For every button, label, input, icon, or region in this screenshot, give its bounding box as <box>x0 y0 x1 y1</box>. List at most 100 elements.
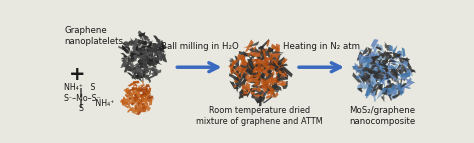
Polygon shape <box>401 67 407 74</box>
Polygon shape <box>145 94 150 102</box>
Polygon shape <box>245 46 249 53</box>
Polygon shape <box>251 75 256 80</box>
Polygon shape <box>230 61 233 72</box>
Polygon shape <box>243 45 252 48</box>
Polygon shape <box>398 91 403 97</box>
Polygon shape <box>252 72 256 81</box>
Polygon shape <box>140 94 145 101</box>
Polygon shape <box>240 67 246 75</box>
Polygon shape <box>369 78 375 89</box>
Polygon shape <box>251 81 261 88</box>
Polygon shape <box>120 53 128 57</box>
Polygon shape <box>238 55 247 66</box>
Polygon shape <box>144 90 147 96</box>
Polygon shape <box>131 99 136 105</box>
Polygon shape <box>373 71 386 78</box>
Polygon shape <box>143 47 146 51</box>
Polygon shape <box>362 67 372 77</box>
Polygon shape <box>263 67 272 71</box>
Polygon shape <box>235 56 238 60</box>
Polygon shape <box>136 88 138 95</box>
Polygon shape <box>262 57 275 61</box>
Polygon shape <box>122 101 129 105</box>
Polygon shape <box>257 63 262 74</box>
Polygon shape <box>152 58 160 64</box>
Polygon shape <box>242 68 246 79</box>
Text: +: + <box>69 65 86 84</box>
Polygon shape <box>145 68 146 74</box>
Polygon shape <box>395 85 400 89</box>
Polygon shape <box>131 87 135 91</box>
Polygon shape <box>262 49 266 58</box>
Polygon shape <box>128 97 131 100</box>
Polygon shape <box>358 74 365 85</box>
Polygon shape <box>137 52 142 58</box>
Polygon shape <box>143 86 147 90</box>
Polygon shape <box>128 108 133 113</box>
Polygon shape <box>135 48 142 57</box>
Polygon shape <box>371 73 377 80</box>
Polygon shape <box>395 63 398 68</box>
Polygon shape <box>255 64 260 67</box>
Polygon shape <box>248 57 253 64</box>
Polygon shape <box>236 72 241 82</box>
Polygon shape <box>365 86 372 95</box>
Polygon shape <box>383 60 386 65</box>
Polygon shape <box>149 54 154 56</box>
Polygon shape <box>129 58 136 62</box>
Polygon shape <box>271 53 280 58</box>
Polygon shape <box>137 108 140 111</box>
Polygon shape <box>134 75 143 82</box>
Polygon shape <box>378 67 381 75</box>
Polygon shape <box>392 86 403 91</box>
Polygon shape <box>141 66 147 71</box>
Polygon shape <box>230 70 234 75</box>
Polygon shape <box>270 56 279 59</box>
Polygon shape <box>258 90 264 95</box>
Polygon shape <box>363 58 370 69</box>
Polygon shape <box>359 61 363 67</box>
Polygon shape <box>243 76 246 86</box>
Polygon shape <box>229 58 237 64</box>
Polygon shape <box>149 42 153 49</box>
Polygon shape <box>236 51 240 64</box>
Polygon shape <box>266 73 272 79</box>
Polygon shape <box>401 86 405 94</box>
Polygon shape <box>397 69 403 74</box>
Polygon shape <box>359 58 365 63</box>
Polygon shape <box>131 72 137 79</box>
Polygon shape <box>368 61 373 66</box>
Polygon shape <box>123 104 129 109</box>
Polygon shape <box>389 97 392 101</box>
Polygon shape <box>134 100 138 102</box>
Polygon shape <box>144 99 148 107</box>
Polygon shape <box>123 61 127 67</box>
Polygon shape <box>228 58 239 68</box>
Polygon shape <box>381 97 384 102</box>
Polygon shape <box>371 55 379 61</box>
Polygon shape <box>396 72 402 78</box>
Polygon shape <box>385 72 391 77</box>
Polygon shape <box>143 97 147 101</box>
Polygon shape <box>265 74 271 77</box>
Polygon shape <box>380 51 386 62</box>
Polygon shape <box>255 97 265 102</box>
Polygon shape <box>140 102 149 106</box>
Polygon shape <box>369 76 374 83</box>
Polygon shape <box>128 99 130 108</box>
Polygon shape <box>371 63 378 67</box>
Polygon shape <box>269 77 277 83</box>
Polygon shape <box>244 66 248 72</box>
Polygon shape <box>273 77 279 86</box>
Polygon shape <box>137 66 142 73</box>
Polygon shape <box>392 94 398 99</box>
Polygon shape <box>389 63 390 75</box>
Polygon shape <box>256 68 263 72</box>
Polygon shape <box>136 39 147 45</box>
Polygon shape <box>145 94 147 98</box>
Polygon shape <box>394 51 403 61</box>
Polygon shape <box>374 52 384 58</box>
Polygon shape <box>365 50 370 63</box>
Polygon shape <box>251 60 262 66</box>
Polygon shape <box>135 62 144 68</box>
